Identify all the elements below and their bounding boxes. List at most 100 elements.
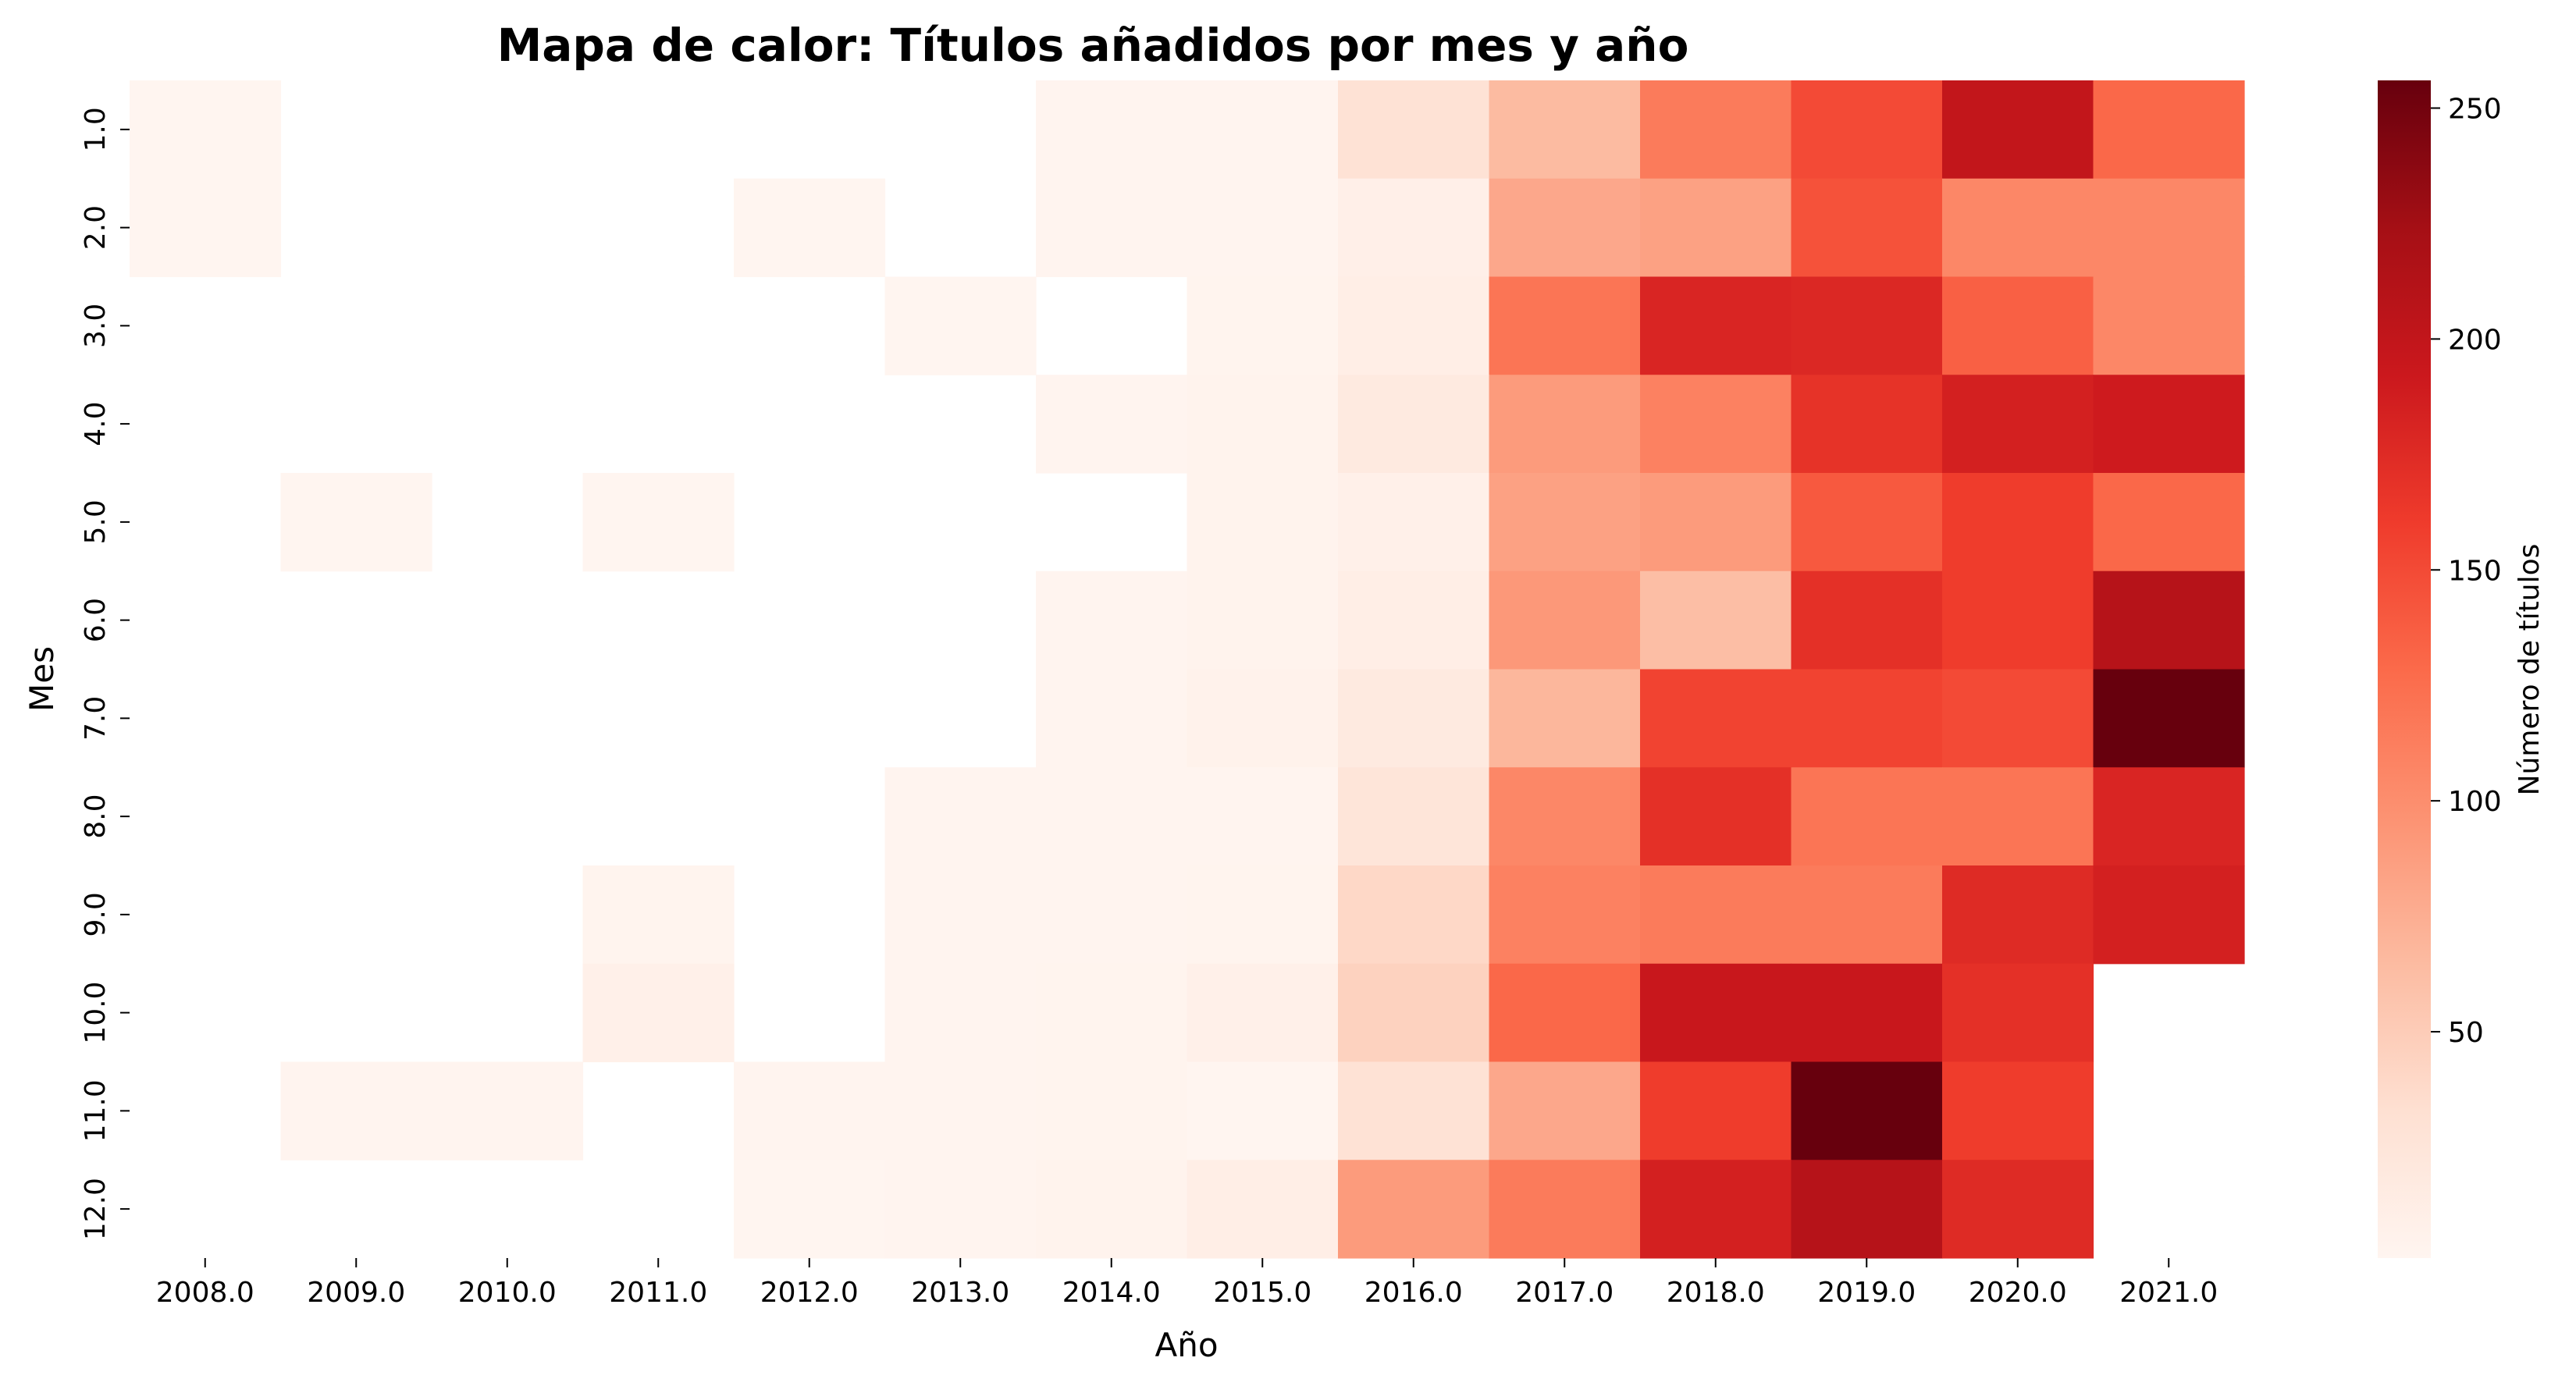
heatmap-cell	[2093, 570, 2245, 670]
heatmap-cell	[1791, 865, 1943, 965]
heatmap-cell	[1187, 178, 1339, 278]
heatmap-cell	[1036, 669, 1188, 768]
heatmap-cell	[1187, 80, 1339, 179]
heatmap-cell	[2093, 865, 2245, 965]
heatmap-cell	[1338, 375, 1490, 474]
y-tick-label: 7.0	[80, 696, 112, 741]
heatmap-cell	[1489, 178, 1641, 278]
heatmap-cell	[1489, 276, 1641, 375]
heatmap-cell	[1338, 178, 1490, 278]
x-tick-label: 2018.0	[1667, 1277, 1765, 1309]
heatmap-cell	[1338, 669, 1490, 768]
colorbar-tick-label: 250	[2448, 94, 2502, 126]
heatmap-cell	[1338, 276, 1490, 375]
heatmap-cell	[582, 473, 735, 572]
heatmap-cell	[1338, 1160, 1490, 1259]
heatmap-cell	[1942, 276, 2094, 375]
x-tick-label: 2017.0	[1515, 1277, 1614, 1309]
heatmap-cell	[1338, 80, 1490, 179]
heatmap-cells	[130, 80, 2245, 1259]
heatmap-cell	[1036, 1061, 1188, 1160]
x-tick-label: 2014.0	[1062, 1277, 1161, 1309]
y-axis-ticks: 1.0 2.0 3.0 4.0 5.0 6.0 7.0 8.0 9.0 10.0 11.0 12.0	[80, 107, 130, 1240]
heatmap-cell	[1489, 1061, 1641, 1160]
heatmap-cell	[1187, 276, 1339, 375]
heatmap-cell	[1036, 375, 1188, 474]
heatmap-cell	[1489, 375, 1641, 474]
heatmap-cell	[1942, 1061, 2094, 1160]
heatmap-cell	[1187, 865, 1339, 965]
colorbar-tick-label: 200	[2448, 324, 2502, 356]
heatmap-cell	[1187, 1061, 1339, 1160]
x-axis-ticks: 2008.0 2009.0 2010.0 2011.0 2012.0 2013.0 2014…	[156, 1258, 2218, 1309]
colorbar-ticks: 50 100 150 200 250	[2431, 94, 2502, 1049]
heatmap-cell	[734, 1061, 886, 1160]
heatmap-cell	[1640, 963, 1792, 1063]
y-tick-label: 5.0	[80, 499, 112, 544]
x-tick-label: 2011.0	[609, 1277, 707, 1309]
heatmap-cell	[1338, 963, 1490, 1063]
colorbar-tick-label: 50	[2448, 1017, 2484, 1049]
heatmap-cell	[1942, 669, 2094, 768]
heatmap-cell	[884, 963, 1037, 1063]
heatmap-cell	[1187, 570, 1339, 670]
heatmap-cell	[1036, 80, 1188, 179]
heatmap-cell	[1640, 178, 1792, 278]
heatmap-cell	[1187, 473, 1339, 572]
heatmap-cell	[1489, 865, 1641, 965]
heatmap-cell	[1489, 473, 1641, 572]
heatmap-cell	[1942, 570, 2094, 670]
heatmap-cell	[2093, 80, 2245, 179]
x-tick-label: 2021.0	[2119, 1277, 2218, 1309]
heatmap-cell	[280, 473, 432, 572]
heatmap-cell	[1791, 80, 1943, 179]
heatmap-cell	[1489, 767, 1641, 866]
heatmap-cell	[1640, 1061, 1792, 1160]
y-tick-label: 8.0	[80, 794, 112, 838]
heatmap-cell	[1640, 473, 1792, 572]
y-tick-label: 10.0	[80, 982, 112, 1044]
heatmap-cell	[582, 963, 735, 1063]
x-tick-label: 2012.0	[760, 1277, 859, 1309]
heatmap-cell	[280, 1061, 432, 1160]
heatmap-cell	[884, 276, 1037, 375]
heatmap-cell	[432, 1061, 584, 1160]
heatmap-cell	[1791, 1160, 1943, 1259]
heatmap-cell	[2093, 669, 2245, 768]
x-tick-label: 2020.0	[1969, 1277, 2067, 1309]
y-tick-label: 4.0	[80, 401, 112, 446]
colorbar-tick-label: 100	[2448, 786, 2502, 818]
heatmap-cell	[1489, 963, 1641, 1063]
heatmap-cell	[1489, 570, 1641, 670]
heatmap-cell	[1791, 473, 1943, 572]
y-tick-label: 11.0	[80, 1079, 112, 1142]
x-axis-label: Año	[1155, 1326, 1218, 1364]
heatmap-cell	[1942, 767, 2094, 866]
heatmap-cell	[1036, 865, 1188, 965]
heatmap-cell	[1791, 276, 1943, 375]
heatmap-cell	[1640, 1160, 1792, 1259]
heatmap-cell	[1791, 375, 1943, 474]
y-axis-label: Mes	[23, 646, 61, 712]
heatmap-cell	[1187, 963, 1339, 1063]
y-tick-label: 12.0	[80, 1178, 112, 1240]
heatmap-cell	[884, 1160, 1037, 1259]
heatmap-cell	[1640, 865, 1792, 965]
heatmap-cell	[582, 865, 735, 965]
x-tick-label: 2010.0	[458, 1277, 557, 1309]
x-tick-label: 2015.0	[1213, 1277, 1311, 1309]
heatmap-cell	[1640, 276, 1792, 375]
heatmap-cell	[1640, 80, 1792, 179]
heatmap-cell	[1036, 1160, 1188, 1259]
x-tick-label: 2019.0	[1817, 1277, 1916, 1309]
heatmap-cell	[1791, 570, 1943, 670]
heatmap-cell	[1791, 1061, 1943, 1160]
heatmap-cell	[1338, 865, 1490, 965]
heatmap-cell	[884, 1061, 1037, 1160]
x-tick-label: 2008.0	[156, 1277, 254, 1309]
heatmap-cell	[1489, 1160, 1641, 1259]
y-tick-label: 6.0	[80, 598, 112, 642]
colorbar-tick-label: 150	[2448, 555, 2502, 587]
heatmap-cell	[1791, 963, 1943, 1063]
